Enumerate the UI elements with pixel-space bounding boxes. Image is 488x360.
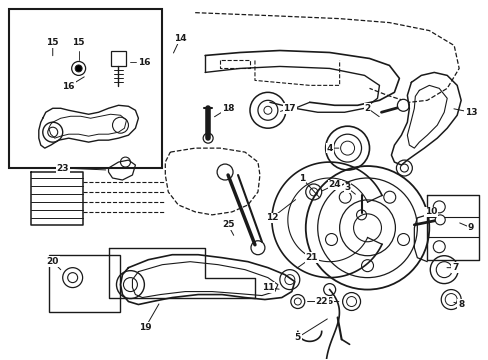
Text: 15: 15: [72, 38, 85, 47]
Text: 5: 5: [294, 333, 300, 342]
Text: 12: 12: [265, 213, 278, 222]
Text: 10: 10: [424, 207, 437, 216]
Text: 19: 19: [139, 323, 151, 332]
Text: 23: 23: [56, 163, 69, 172]
Bar: [9, 9, 162, 168]
Circle shape: [75, 65, 82, 72]
Text: 14: 14: [174, 34, 186, 43]
Text: 16: 16: [138, 58, 151, 67]
Text: 3: 3: [344, 184, 350, 193]
Text: 25: 25: [222, 220, 234, 229]
Circle shape: [434, 215, 444, 225]
Text: 11: 11: [261, 283, 274, 292]
Text: 18: 18: [222, 104, 234, 113]
Text: 8: 8: [457, 300, 463, 309]
Circle shape: [397, 99, 408, 111]
Bar: [49, 255, 120, 312]
Bar: [110, 50, 126, 67]
Text: 17: 17: [283, 104, 296, 113]
Text: 6: 6: [326, 297, 332, 306]
Text: 15: 15: [46, 38, 59, 47]
Text: 13: 13: [464, 108, 476, 117]
Text: 22: 22: [315, 297, 327, 306]
Text: 24: 24: [327, 180, 340, 189]
Text: 21: 21: [305, 253, 317, 262]
Text: 16: 16: [62, 82, 75, 91]
Text: 9: 9: [467, 223, 473, 232]
Text: 4: 4: [326, 144, 332, 153]
Text: 20: 20: [46, 257, 59, 266]
Text: 7: 7: [451, 263, 457, 272]
Text: 1: 1: [298, 174, 305, 183]
Text: 2: 2: [364, 104, 370, 113]
